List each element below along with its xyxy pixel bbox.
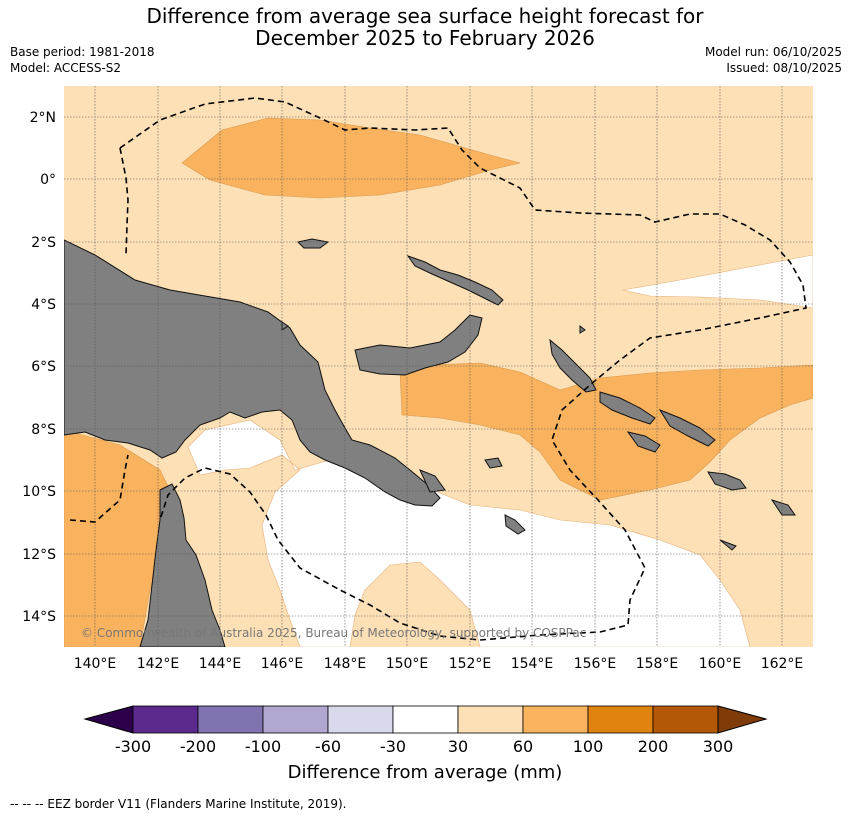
model-run: Model run: 06/10/2025: [704, 45, 842, 59]
land-cape-york: [139, 483, 226, 647]
colorbar-label: Difference from average (mm): [288, 762, 563, 783]
colorbar-tick: -300: [115, 737, 151, 756]
longitude-labels: 140°E 142°E 144°E 146°E 148°E 150°E 152°…: [74, 656, 804, 672]
lon-label: 162°E: [761, 656, 804, 672]
base-period: Base period: 1981-2018: [10, 45, 155, 59]
land-solomon-islands-2: [658, 408, 716, 447]
lat-label: 14°S: [22, 609, 56, 625]
colorbar-tick: -30: [380, 737, 406, 756]
anomaly-region-60-100-solomon: [399, 362, 813, 501]
lon-label: 160°E: [699, 656, 742, 672]
land-small-islands: [281, 321, 796, 551]
land-solomon-islands-1: [599, 391, 656, 425]
colorbar-segment: [587, 705, 654, 734]
land-bougainville: [549, 338, 597, 393]
colorbar-tick: 200: [638, 737, 669, 756]
colorbar-segment: [327, 705, 394, 734]
lat-label: 2°N: [30, 110, 56, 126]
lat-label: 8°S: [31, 422, 56, 438]
lon-label: 140°E: [74, 656, 117, 672]
land-vanuatu-island: [707, 471, 747, 491]
colorbar-segment: [132, 705, 199, 734]
colorbar-tick: 100: [573, 737, 604, 756]
map-gridlines: [64, 86, 813, 647]
issued-date: Issued: 08/10/2025: [726, 61, 842, 75]
lon-label: 148°E: [324, 656, 367, 672]
model-name: Model: ACCESS-S2: [10, 61, 122, 75]
lat-label: 10°S: [22, 484, 56, 500]
colorbar: -300 -200 -100 -60 -30 30 60 100 200 300…: [83, 705, 768, 783]
lat-label: 6°S: [31, 359, 56, 375]
lon-label: 152°E: [449, 656, 492, 672]
chart-title-line1: Difference from average sea surface heig…: [146, 4, 704, 28]
colorbar-tick: 60: [513, 737, 533, 756]
land-new-britain: [354, 314, 483, 376]
lon-label: 158°E: [636, 656, 679, 672]
colorbar-tick: -60: [315, 737, 341, 756]
colorbar-segment: [392, 705, 459, 734]
chart-title-line2: December 2025 to February 2026: [255, 26, 595, 50]
lon-label: 150°E: [386, 656, 429, 672]
colorbar-tick: 30: [448, 737, 468, 756]
colorbar-segment: [652, 705, 719, 734]
colorbar-tick: -100: [245, 737, 281, 756]
copyright-notice: © Commonwealth of Australia 2025, Bureau…: [81, 626, 586, 640]
land-louisiade: [419, 457, 526, 535]
neutral-region-east: [622, 254, 813, 309]
latitude-labels: 2°N 0° 2°S 4°S 6°S 8°S 10°S 12°S 14°S: [22, 110, 56, 625]
map-plot-area: © Commonwealth of Australia 2025, Bureau…: [64, 86, 813, 647]
eez-legend-note: -- -- -- EEZ border V11 (Flanders Marine…: [10, 797, 347, 811]
colorbar-segment: [522, 705, 589, 734]
land-solomon-islands-3: [626, 431, 661, 453]
lon-label: 144°E: [199, 656, 242, 672]
lon-label: 142°E: [137, 656, 180, 672]
lat-label: 2°S: [31, 235, 56, 251]
lat-label: 4°S: [31, 297, 56, 313]
colorbar-segment: [262, 705, 329, 734]
colorbar-segment: [457, 705, 524, 734]
lon-label: 154°E: [511, 656, 554, 672]
anomaly-region-60-100-north: [181, 117, 521, 199]
lon-label: 156°E: [574, 656, 617, 672]
land-manus: [296, 238, 330, 249]
lat-label: 12°S: [22, 547, 56, 563]
eez-border-lines: [69, 97, 807, 641]
colorbar-extend-high: [717, 705, 768, 734]
lat-label: 0°: [40, 172, 56, 188]
land-new-ireland: [406, 255, 504, 306]
lon-label: 146°E: [261, 656, 304, 672]
colorbar-extend-low: [83, 705, 134, 734]
colorbar-tick: -200: [180, 737, 216, 756]
colorbar-tick: 300: [703, 737, 734, 756]
colorbar-segment: [197, 705, 264, 734]
